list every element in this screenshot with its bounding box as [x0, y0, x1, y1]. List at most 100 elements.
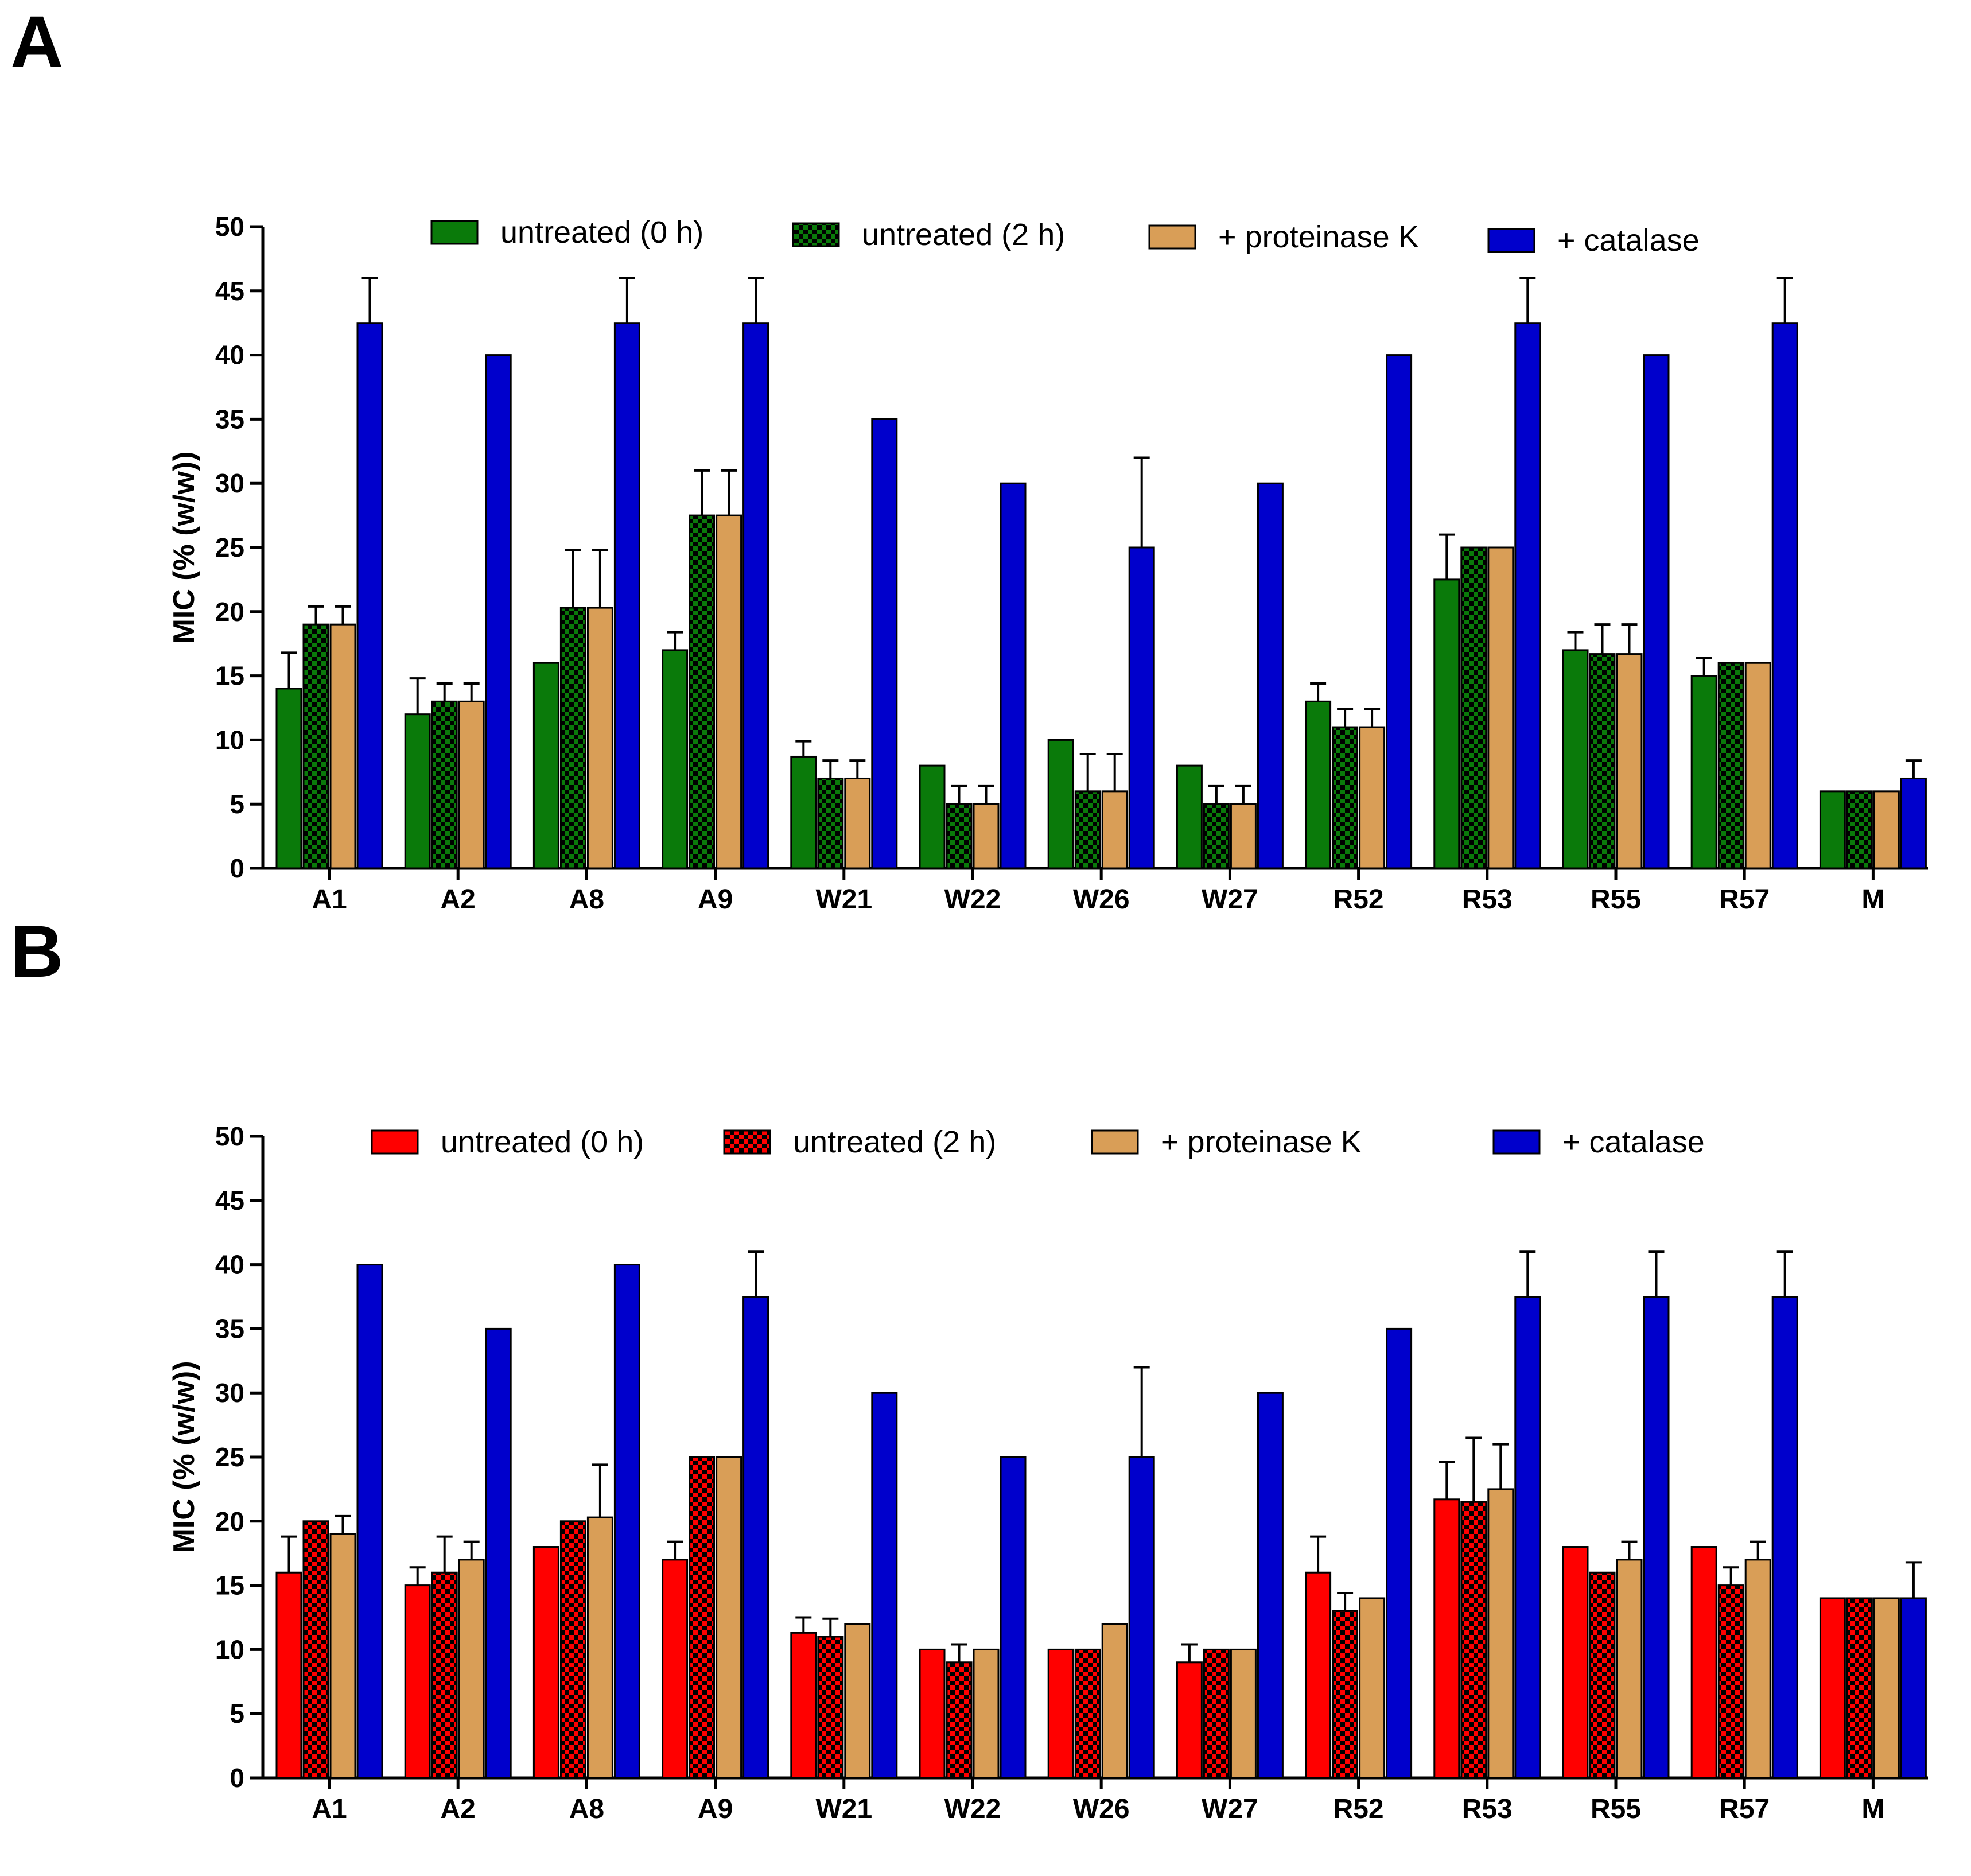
bar [1128, 546, 1155, 869]
bar [1846, 1597, 1873, 1779]
y-tick-label: 45 [215, 1186, 244, 1215]
bar [817, 1636, 844, 1779]
bar [790, 1632, 817, 1779]
bar [404, 713, 431, 869]
x-tick-label: R55 [1591, 1794, 1641, 1824]
bar [1074, 1648, 1101, 1779]
bar [1460, 546, 1487, 869]
bar [1000, 1456, 1027, 1779]
y-tick-label: 0 [230, 853, 244, 883]
legend-swatch [430, 220, 479, 245]
bar [1744, 662, 1771, 869]
bar [790, 755, 817, 869]
bar [1305, 700, 1332, 869]
panel-a: A 0 5 10 15 20 25 30 35 40 45 50 A1 A2 A8 A9 W21 W22 W26 W… [0, 0, 1971, 930]
bar [586, 1516, 613, 1779]
bar [302, 1520, 329, 1779]
bar [1386, 354, 1413, 869]
bar [662, 649, 689, 869]
y-tick-label: 35 [215, 1314, 244, 1343]
bar [1514, 322, 1541, 869]
bar [1717, 662, 1744, 869]
y-tick-label: 15 [215, 661, 244, 691]
y-tick-label: 25 [215, 1442, 244, 1472]
bar [716, 514, 742, 869]
bar [946, 803, 973, 869]
bar [431, 1571, 458, 1779]
bar [1616, 1559, 1643, 1779]
bar [1386, 1327, 1413, 1779]
x-tick-label: W26 [1073, 884, 1130, 915]
y-axis-title: MIC (% (w/w)) [168, 1361, 201, 1553]
y-tick-label: 20 [215, 597, 244, 627]
x-tick-label: W22 [944, 1794, 1001, 1824]
bar [1819, 790, 1846, 869]
bar [919, 1648, 946, 1779]
bar [1487, 546, 1514, 869]
bar [817, 777, 844, 869]
x-tick-label: W21 [815, 1794, 872, 1824]
bar [662, 1559, 689, 1779]
bar [404, 1584, 431, 1779]
bar [742, 322, 769, 869]
x-tick-label: W22 [944, 884, 1001, 915]
bar [1690, 1546, 1717, 1779]
x-axis-title: Honey sample [994, 925, 1197, 930]
bar [716, 1456, 742, 1779]
bar [1771, 322, 1798, 869]
bar [1643, 1296, 1670, 1779]
bar [1257, 482, 1284, 869]
panel-letter: A [10, 1, 64, 83]
bar [356, 1264, 383, 1779]
legend-swatch [371, 1129, 419, 1155]
bar [1514, 1296, 1541, 1779]
y-tick-label: 30 [215, 1378, 244, 1408]
bar [844, 1623, 871, 1779]
bar [1203, 1648, 1230, 1779]
y-tick-label: 0 [230, 1763, 244, 1793]
x-tick-label: M [1861, 884, 1884, 915]
bar [1305, 1571, 1332, 1779]
bar [1562, 649, 1589, 869]
bar [689, 1456, 716, 1779]
bar [1074, 790, 1101, 869]
bar [946, 1661, 973, 1779]
bar [1900, 777, 1927, 869]
x-tick-label: R57 [1719, 1794, 1770, 1824]
bar [1846, 790, 1873, 869]
x-tick-label: R52 [1334, 1794, 1384, 1824]
bar [689, 514, 716, 869]
bar [1047, 1648, 1074, 1779]
bar [973, 803, 1000, 869]
bar [356, 322, 383, 869]
bar [1332, 726, 1359, 869]
bar [559, 1520, 586, 1779]
bar [1819, 1597, 1846, 1779]
legend-swatch [1492, 1129, 1541, 1155]
bar [1176, 1661, 1203, 1779]
legend-label: untreated (2 h) [793, 1125, 996, 1159]
panel-b: B 0 5 10 15 20 25 30 35 40 45 50 A1 A2 A8 A9 W21 W22 W26 W… [0, 910, 1971, 1839]
bar [1717, 1584, 1744, 1779]
y-tick-label: 50 [215, 1121, 244, 1151]
y-tick-label: 30 [215, 468, 244, 498]
x-tick-label: R53 [1462, 884, 1513, 915]
bar [586, 607, 613, 869]
y-tick-label: 20 [215, 1506, 244, 1536]
bar [458, 1559, 485, 1779]
y-tick-label: 5 [230, 789, 244, 819]
bar [919, 764, 946, 869]
bar [1101, 790, 1128, 869]
bar [1101, 1623, 1128, 1779]
x-tick-label: W26 [1073, 1794, 1130, 1824]
bar [1047, 739, 1074, 869]
y-tick-label: 35 [215, 404, 244, 434]
x-tick-label: R53 [1462, 1794, 1513, 1824]
y-tick-label: 10 [215, 725, 244, 755]
y-tick-label: 40 [215, 340, 244, 370]
legend-label: untreated (0 h) [441, 1125, 644, 1159]
legend-swatch [1487, 228, 1535, 253]
bar [742, 1296, 769, 1779]
x-tick-label: R52 [1334, 884, 1384, 915]
legend-label: + proteinase K [1161, 1125, 1362, 1159]
